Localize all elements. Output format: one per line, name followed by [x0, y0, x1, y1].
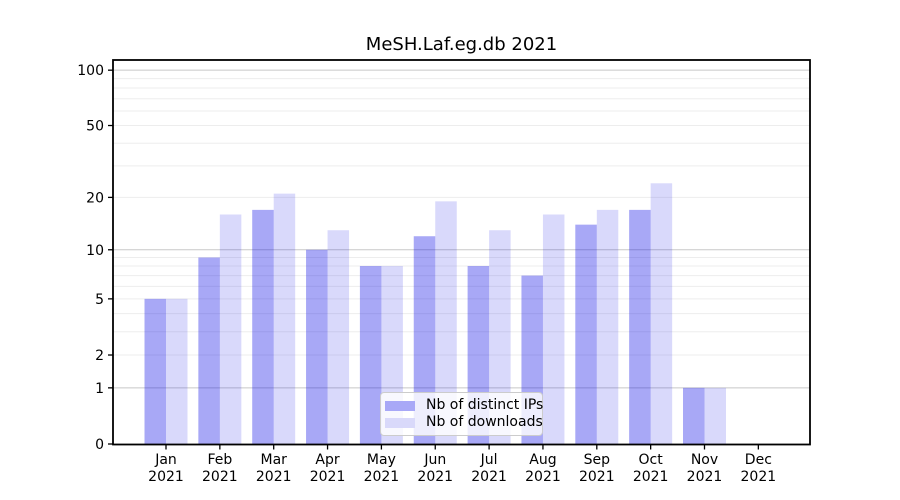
x-tick-year-sep: 2021	[579, 469, 615, 485]
bar-downloads-feb	[219, 214, 242, 445]
x-tick-label-dec: Dec	[745, 452, 772, 468]
bar-distinct-ips-mar	[252, 209, 274, 445]
x-tick-year-jan: 2021	[148, 469, 184, 485]
bar-distinct-ips-apr	[306, 249, 328, 445]
x-tick-label-jun: Jun	[423, 452, 446, 468]
x-tick-year-apr: 2021	[310, 469, 346, 485]
legend-item-distinct-ips: Nb of distinct IPs	[385, 397, 543, 414]
x-tick-label-sep: Sep	[584, 452, 611, 468]
x-tick-year-may: 2021	[364, 469, 400, 485]
x-tick-year-jun: 2021	[417, 469, 453, 485]
legend-swatch-distinct-ips	[385, 400, 415, 411]
bar-downloads-oct	[650, 183, 673, 445]
x-tick-label-may: May	[367, 452, 396, 468]
plot-frame	[112, 59, 811, 446]
bar-distinct-ips-may	[359, 266, 382, 445]
bar-distinct-ips-nov	[683, 387, 705, 445]
x-tick-label-feb: Feb	[207, 452, 232, 468]
x-tick-label-jan: Jan	[154, 452, 177, 468]
bar-downloads-sep	[596, 209, 619, 445]
x-tick-label-apr: Apr	[315, 452, 339, 468]
legend-label-downloads: Nb of downloads	[426, 414, 543, 430]
bar-downloads-jul	[489, 230, 511, 445]
bar-downloads-jun	[435, 201, 457, 445]
x-tick-year-dec: 2021	[741, 469, 777, 485]
x-tick-label-aug: Aug	[529, 452, 556, 468]
x-tick-year-mar: 2021	[256, 469, 292, 485]
legend-swatch-downloads	[385, 417, 415, 428]
x-tick-year-jul: 2021	[471, 469, 507, 485]
y-tick-label-100: 100	[77, 63, 104, 79]
y-tick-label-50: 50	[86, 119, 104, 135]
legend-item-downloads: Nb of downloads	[385, 414, 543, 431]
bar-distinct-ips-sep	[575, 224, 597, 445]
y-tick-label-0: 0	[95, 437, 104, 453]
bar-downloads-jan	[166, 298, 188, 445]
bar-downloads-aug	[542, 214, 565, 445]
x-tick-label-mar: Mar	[260, 452, 287, 468]
x-tick-year-oct: 2021	[633, 469, 669, 485]
bar-distinct-ips-feb	[198, 257, 220, 445]
y-tick-label-1: 1	[95, 381, 104, 397]
x-tick-year-nov: 2021	[687, 469, 723, 485]
x-tick-year-feb: 2021	[202, 469, 238, 485]
x-tick-label-oct: Oct	[639, 452, 664, 468]
y-tick-label-2: 2	[95, 348, 104, 364]
x-tick-label-jul: Jul	[480, 452, 498, 468]
bar-downloads-nov	[704, 387, 726, 445]
y-tick-label-5: 5	[95, 292, 104, 308]
y-tick-label-10: 10	[86, 243, 104, 259]
bar-downloads-mar	[273, 193, 296, 445]
legend: Nb of distinct IPs Nb of downloads	[380, 392, 543, 436]
chart-title: MeSH.Laf.eg.db 2021	[365, 34, 558, 55]
legend-label-distinct-ips: Nb of distinct IPs	[426, 397, 544, 413]
bar-distinct-ips-oct	[629, 209, 651, 445]
bar-downloads-apr	[327, 230, 350, 445]
bar-distinct-ips-jan	[144, 298, 166, 445]
x-tick-label-nov: Nov	[691, 452, 718, 468]
y-tick-label-20: 20	[86, 190, 104, 206]
x-tick-year-aug: 2021	[525, 469, 561, 485]
